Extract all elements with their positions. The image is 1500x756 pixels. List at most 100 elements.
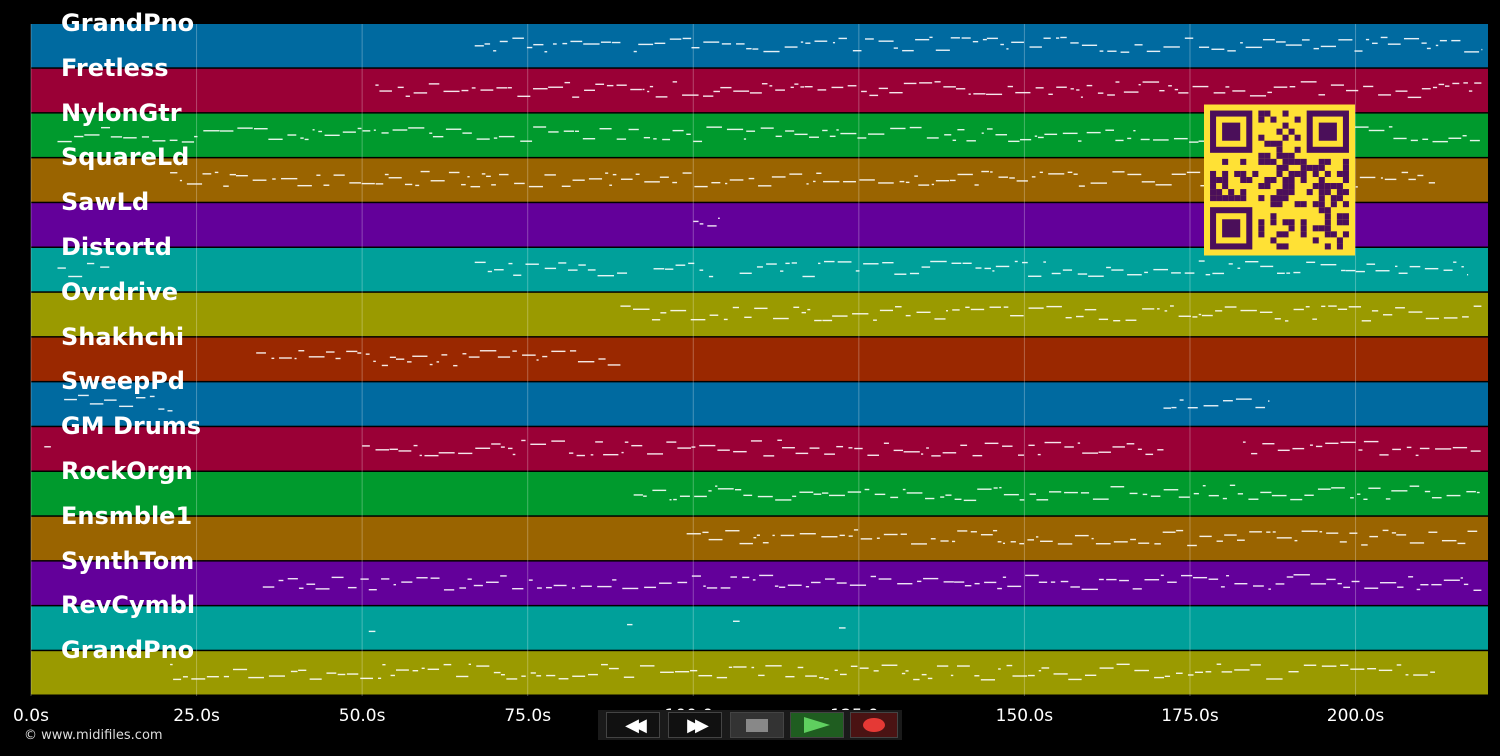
note: [703, 95, 714, 97]
qr-module: [1288, 128, 1295, 135]
qr-code[interactable]: [1204, 104, 1355, 256]
qr-module: [1240, 170, 1247, 177]
note: [1010, 315, 1024, 317]
note: [381, 132, 389, 134]
note: [997, 587, 1002, 590]
note: [248, 676, 264, 679]
note: [1464, 51, 1480, 53]
note: [1082, 452, 1099, 454]
note: [1277, 449, 1290, 452]
note: [821, 536, 838, 538]
note: [1443, 269, 1453, 271]
note: [1300, 81, 1317, 83]
note: [368, 630, 376, 633]
note: [708, 275, 714, 278]
note: [1144, 579, 1160, 581]
note: [1099, 667, 1114, 669]
note: [1406, 446, 1412, 449]
qr-module: [1342, 164, 1349, 171]
qr-module: [1324, 231, 1331, 238]
note: [1251, 452, 1258, 455]
note: [638, 43, 654, 46]
track-label: RockOrgn: [61, 457, 193, 485]
note: [1027, 539, 1035, 541]
record-button[interactable]: [850, 712, 898, 738]
note: [765, 665, 782, 667]
qr-module: [1318, 183, 1325, 190]
note: [520, 140, 533, 142]
qr-module: [1324, 158, 1331, 165]
note: [707, 225, 717, 227]
note: [1193, 492, 1199, 495]
note: [1028, 275, 1042, 277]
note: [1240, 309, 1257, 312]
qr-module: [1306, 164, 1313, 171]
note: [902, 488, 906, 491]
note: [1354, 126, 1369, 128]
note: [500, 575, 507, 577]
note: [1090, 182, 1107, 184]
note: [622, 587, 639, 590]
note: [580, 585, 592, 587]
note: [633, 308, 650, 310]
note: [1150, 495, 1161, 497]
note: [1127, 274, 1142, 276]
play-button[interactable]: [790, 712, 844, 738]
note: [909, 126, 922, 129]
note: [1286, 576, 1294, 578]
note: [1213, 92, 1226, 94]
note: [1431, 497, 1442, 499]
note: [308, 356, 325, 358]
note: [1113, 319, 1121, 322]
note: [104, 399, 117, 401]
note: [508, 262, 513, 265]
note: [1025, 574, 1039, 577]
note: [1154, 676, 1165, 679]
note: [1019, 542, 1025, 545]
rewind-button[interactable]: ◀◀: [606, 712, 660, 738]
note: [883, 442, 889, 444]
note: [1123, 91, 1139, 93]
note: [1201, 314, 1213, 317]
note: [1048, 93, 1053, 96]
note: [1408, 576, 1414, 578]
note: [749, 92, 762, 94]
qr-module: [1288, 176, 1295, 184]
note: [1119, 579, 1129, 582]
stop-button[interactable]: [730, 712, 784, 738]
note: [931, 183, 935, 186]
note: [785, 675, 795, 678]
note: [984, 581, 997, 584]
note: [1009, 177, 1015, 179]
qr-module: [1258, 231, 1265, 238]
note: [563, 130, 575, 132]
note: [746, 130, 756, 132]
note: [900, 533, 907, 535]
note: [945, 494, 952, 496]
note: [1029, 46, 1042, 48]
note: [606, 84, 614, 87]
qr-module: [1342, 231, 1349, 238]
note: [715, 485, 718, 487]
note: [1253, 585, 1264, 587]
note: [1040, 540, 1053, 543]
note: [1361, 320, 1372, 322]
fast-forward-button[interactable]: ▶▶: [668, 712, 722, 738]
note: [669, 38, 682, 40]
note: [256, 352, 266, 354]
note: [1473, 589, 1482, 591]
note: [179, 179, 183, 182]
qr-module: [1300, 231, 1307, 238]
note: [1038, 669, 1042, 672]
note: [1140, 138, 1150, 141]
note: [734, 488, 742, 491]
note: [843, 180, 856, 183]
note: [699, 444, 716, 447]
note: [990, 171, 993, 173]
qr-module: [1276, 195, 1283, 202]
note: [1259, 311, 1273, 313]
note: [805, 586, 810, 588]
note: [824, 260, 835, 263]
note: [1409, 542, 1425, 544]
note: [333, 174, 345, 176]
